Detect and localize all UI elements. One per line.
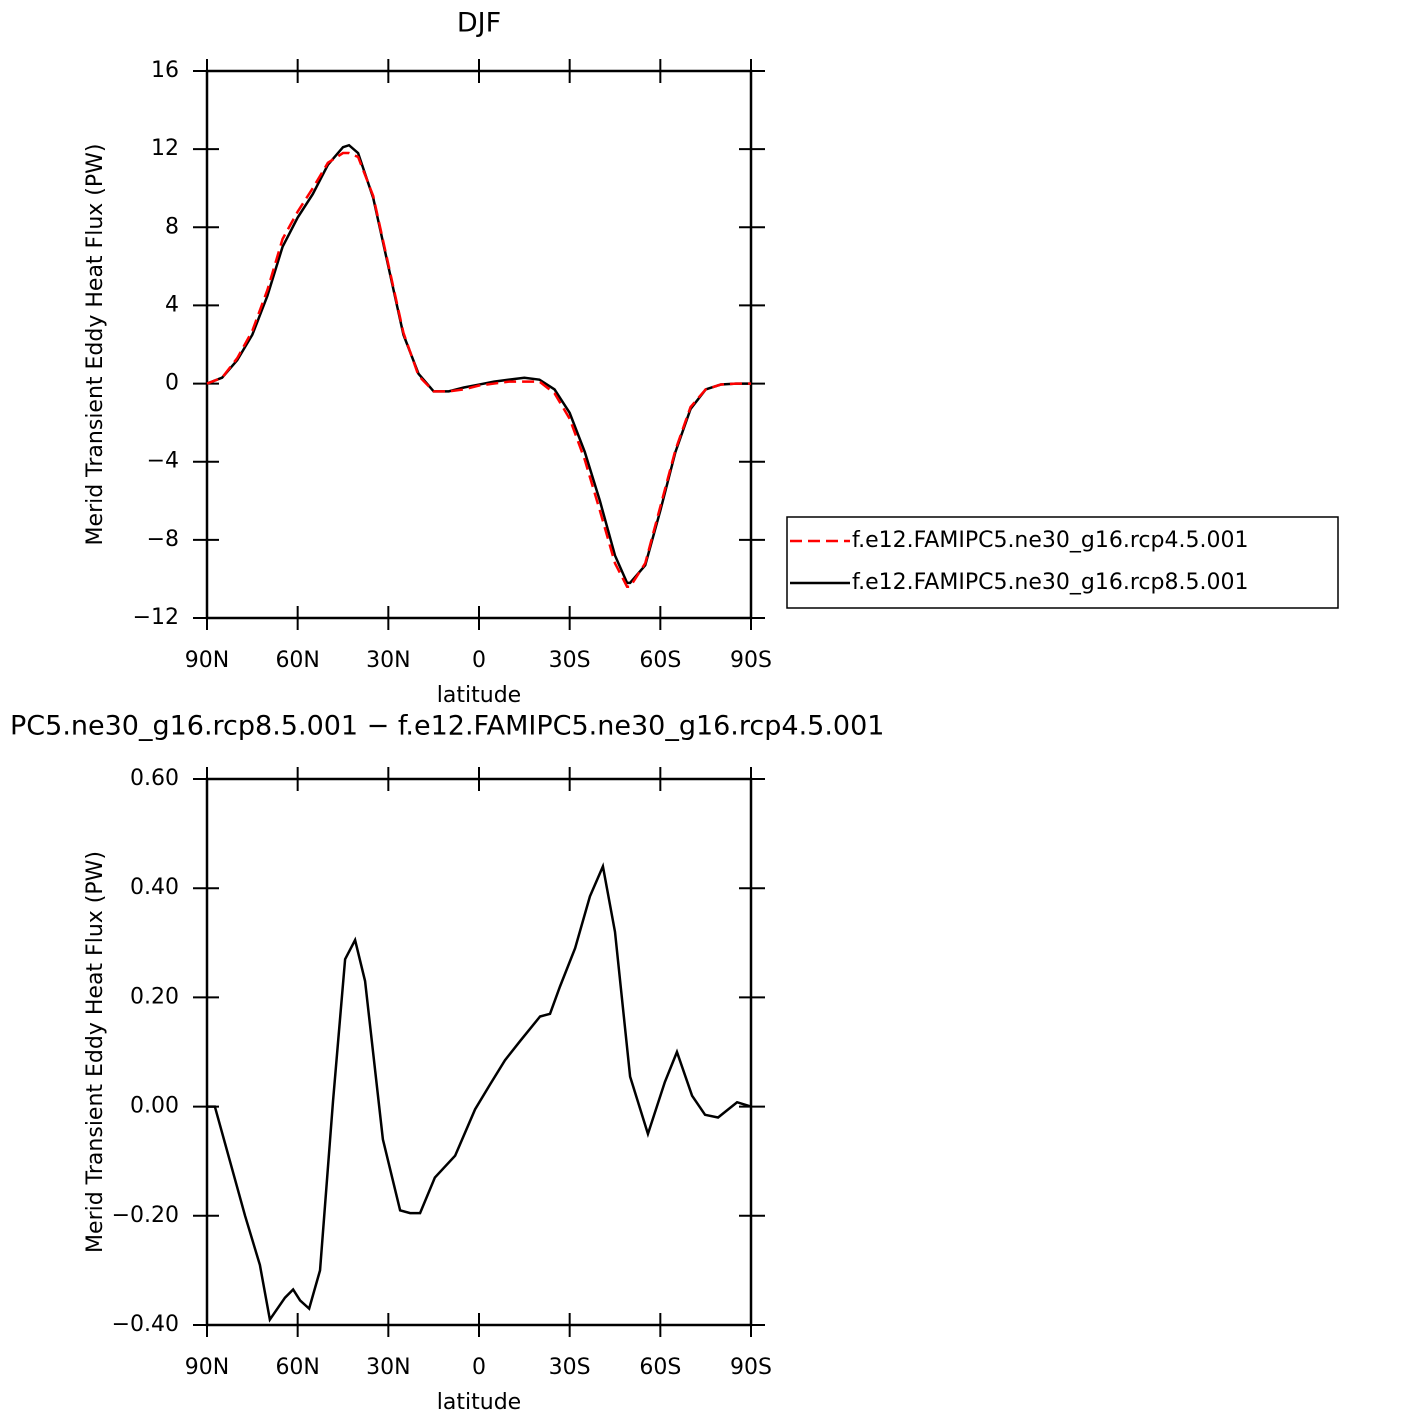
y-tick-label: −0.20 bbox=[112, 1203, 179, 1228]
line bbox=[206, 151, 751, 588]
legend-label: f.e12.FAMIPC5.ne30_g16.rcp4.5.001 bbox=[852, 528, 1248, 553]
y-axis-label: Merid Transient Eddy Heat Flux (PW) bbox=[83, 851, 108, 1253]
plot-frame bbox=[205, 777, 753, 1327]
x-tick-label: 90S bbox=[730, 1355, 772, 1380]
x-tick-label: 30S bbox=[549, 1355, 591, 1380]
y-tick-label: 4 bbox=[165, 292, 179, 317]
plot-frame bbox=[205, 69, 753, 620]
x-tick-label: 90N bbox=[185, 648, 229, 673]
chart-title: DJF bbox=[457, 8, 501, 39]
y-tick-label: −0.40 bbox=[112, 1312, 179, 1337]
x-tick-label: 30N bbox=[366, 1355, 410, 1380]
y-tick-label: −8 bbox=[147, 527, 179, 552]
x-tick-label: 60S bbox=[639, 648, 681, 673]
y-tick-label: 0.40 bbox=[130, 875, 179, 900]
y-tick-label: 0 bbox=[165, 371, 179, 396]
y-tick-label: 16 bbox=[151, 58, 179, 83]
line bbox=[207, 862, 752, 1323]
x-tick-label: 60N bbox=[275, 1355, 319, 1380]
y-tick-label: 0.60 bbox=[130, 766, 179, 791]
y-tick-label: −4 bbox=[147, 449, 179, 474]
y-tick-label: −12 bbox=[133, 605, 179, 630]
chart-title: PC5.ne30_g16.rcp8.5.001 − f.e12.FAMIPC5.… bbox=[10, 711, 884, 742]
x-tick-label: 0 bbox=[472, 648, 486, 673]
y-tick-label: 0.00 bbox=[130, 1094, 179, 1119]
y-tick-label: 12 bbox=[151, 136, 179, 161]
legend-label: f.e12.FAMIPC5.ne30_g16.rcp8.5.001 bbox=[852, 570, 1248, 595]
x-axis-label: latitude bbox=[437, 683, 521, 708]
x-axis-label: latitude bbox=[437, 1390, 521, 1415]
x-tick-label: 90N bbox=[185, 1355, 229, 1380]
x-tick-label: 30N bbox=[366, 648, 410, 673]
legend-box bbox=[786, 516, 1339, 609]
x-tick-label: 0 bbox=[472, 1355, 486, 1380]
y-axis-label: Merid Transient Eddy Heat Flux (PW) bbox=[83, 144, 108, 546]
x-tick-label: 90S bbox=[730, 648, 772, 673]
line bbox=[206, 143, 751, 585]
x-tick-label: 60N bbox=[275, 648, 319, 673]
x-tick-label: 60S bbox=[639, 1355, 681, 1380]
y-tick-label: 0.20 bbox=[130, 984, 179, 1009]
y-tick-label: 8 bbox=[165, 214, 179, 239]
x-tick-label: 30S bbox=[549, 648, 591, 673]
